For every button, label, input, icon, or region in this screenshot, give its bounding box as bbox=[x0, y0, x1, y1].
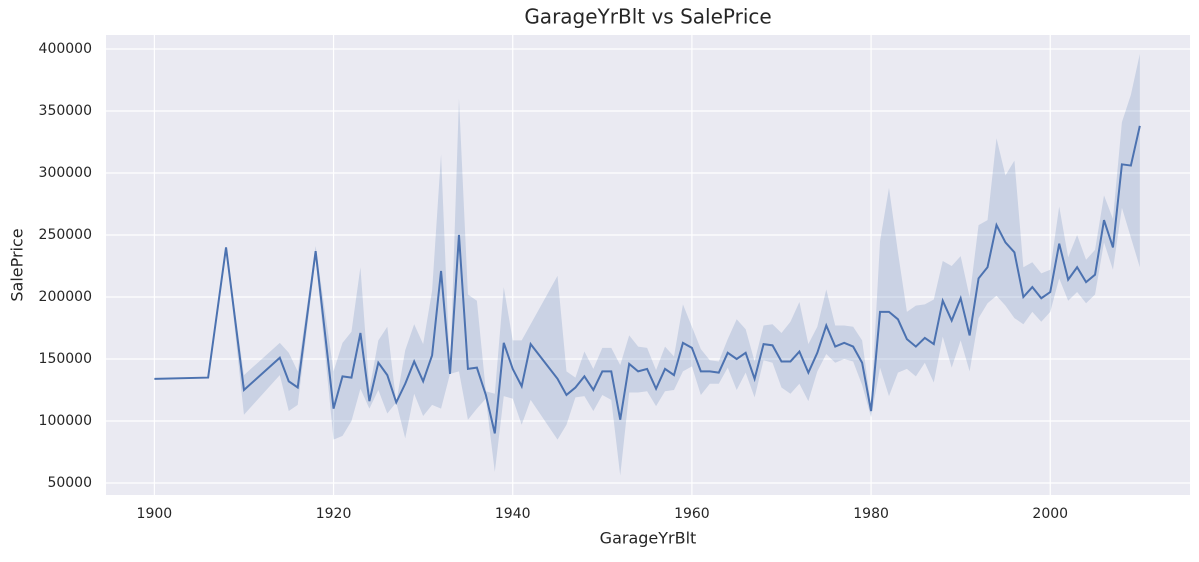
plot-area bbox=[106, 35, 1190, 495]
y-axis-label: SalePrice bbox=[8, 228, 27, 301]
confidence-band bbox=[154, 53, 1140, 476]
line bbox=[154, 125, 1141, 434]
y-tick-label: 200000 bbox=[39, 289, 92, 305]
y-tick-label: 400000 bbox=[39, 41, 92, 57]
y-tick-label: 350000 bbox=[39, 103, 92, 119]
y-tick-label: 150000 bbox=[39, 351, 92, 367]
x-tick-label: 1920 bbox=[316, 506, 352, 522]
y-tick-label: 100000 bbox=[39, 413, 92, 429]
y-tick-label: 250000 bbox=[39, 227, 92, 243]
x-tick-label: 1980 bbox=[853, 506, 889, 522]
x-tick-label: 1940 bbox=[495, 506, 531, 522]
x-tick-label: 2000 bbox=[1032, 506, 1068, 522]
x-axis-label: GarageYrBlt bbox=[600, 529, 697, 548]
x-tick-label: 1960 bbox=[674, 506, 710, 522]
x-tick-label: 1900 bbox=[137, 506, 173, 522]
y-tick-label: 50000 bbox=[47, 475, 92, 491]
y-tick-label: 300000 bbox=[39, 165, 92, 181]
chart-title: GarageYrBlt vs SalePrice bbox=[524, 5, 771, 29]
